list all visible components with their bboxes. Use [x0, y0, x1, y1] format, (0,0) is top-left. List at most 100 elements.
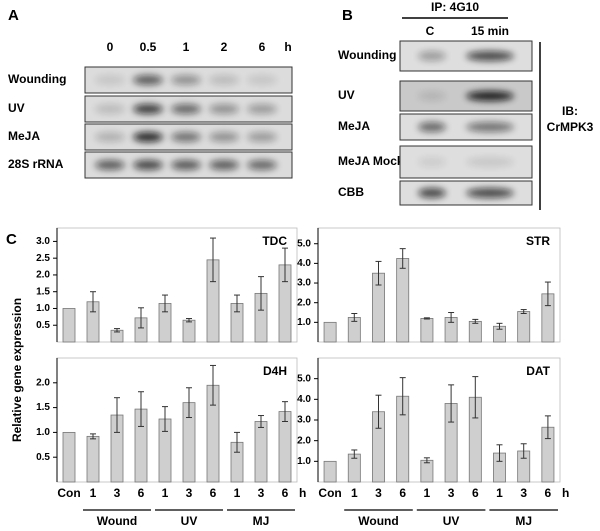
- error-bar: [90, 291, 96, 313]
- panel-label: C: [6, 231, 17, 248]
- y-tick-label: 1.5: [36, 402, 50, 413]
- error-bar: [544, 281, 551, 307]
- lane-label: 15 min: [471, 24, 509, 38]
- bar: [420, 318, 434, 343]
- chart-title: DAT: [526, 364, 550, 378]
- blot-band: [95, 160, 125, 170]
- x-tick-label: Con: [57, 486, 80, 500]
- blot-band: [466, 157, 514, 167]
- error-bar: [258, 415, 264, 428]
- x-tick-label: 1: [351, 486, 358, 500]
- bar: [396, 258, 410, 343]
- error-bar: [234, 294, 240, 313]
- lane-label: 1: [183, 40, 190, 54]
- group-label: Wound: [97, 514, 137, 528]
- blot-band: [247, 132, 277, 142]
- blot-band: [209, 104, 239, 114]
- error-bar: [114, 328, 120, 333]
- x-unit: h: [299, 486, 306, 500]
- x-tick-label: 6: [210, 486, 217, 500]
- chart-title: TDC: [262, 234, 287, 248]
- error-bar: [472, 376, 479, 419]
- error-bar: [234, 431, 240, 453]
- bar: [278, 411, 292, 483]
- bar: [254, 421, 268, 483]
- blot-band: [209, 75, 239, 85]
- x-tick-label: 3: [375, 486, 382, 500]
- x-tick-label: 3: [520, 486, 527, 500]
- blot-band: [466, 122, 514, 132]
- blot-label: CBB: [338, 185, 364, 199]
- bar: [323, 460, 337, 483]
- blot-label: UV: [8, 101, 25, 115]
- error-bar: [448, 312, 455, 323]
- bar: [420, 459, 434, 483]
- error-bar: [138, 391, 144, 427]
- blot-band: [171, 75, 201, 85]
- error-bar: [90, 433, 96, 440]
- error-bar: [375, 260, 382, 286]
- bar: [517, 311, 531, 343]
- blot-band: [209, 132, 239, 142]
- blot-label: MeJA: [338, 119, 370, 133]
- error-bar: [258, 276, 264, 311]
- blot-band: [133, 104, 163, 114]
- blot-band: [209, 160, 239, 170]
- error-bar: [375, 394, 382, 429]
- error-bar: [496, 444, 503, 462]
- blot-band: [171, 160, 201, 170]
- bar: [62, 431, 76, 483]
- y-tick-label: 0.5: [36, 452, 50, 463]
- y-axis-label: Relative gene expression: [10, 298, 24, 442]
- x-tick-label: 3: [114, 486, 121, 500]
- y-tick-label: 1.0: [297, 456, 311, 467]
- error-bar: [186, 387, 192, 419]
- error-bar: [210, 364, 216, 406]
- y-tick-label: 1.0: [36, 303, 50, 314]
- blot-band: [133, 75, 163, 85]
- x-tick-label: 3: [258, 486, 265, 500]
- lane-label: C: [426, 24, 435, 38]
- blot-label: MeJA: [8, 129, 40, 143]
- x-tick-label: 1: [424, 486, 431, 500]
- panel-label: B: [342, 7, 353, 24]
- lane-unit: h: [284, 40, 291, 54]
- chart-title: D4H: [263, 364, 287, 378]
- blot-band: [95, 75, 125, 85]
- error-bar: [186, 318, 192, 323]
- y-tick-label: 2.0: [36, 270, 50, 281]
- y-tick-label: 2.0: [36, 377, 50, 388]
- blot-label: Wounding: [8, 72, 66, 86]
- error-bar: [282, 247, 288, 283]
- group-label: Wound: [358, 514, 398, 528]
- blot-band: [418, 51, 446, 61]
- x-tick-label: 1: [162, 486, 169, 500]
- error-bar: [520, 309, 527, 314]
- y-tick-label: 3.0: [36, 236, 50, 247]
- blot-band: [247, 75, 277, 85]
- error-bar: [282, 401, 288, 422]
- y-tick-label: 3.0: [297, 278, 311, 289]
- x-tick-label: 3: [186, 486, 193, 500]
- y-tick-label: 2.0: [297, 297, 311, 308]
- y-tick-label: 5.0: [297, 373, 311, 384]
- blot-band: [247, 160, 277, 170]
- blot-band: [418, 157, 446, 167]
- blot-band: [418, 91, 446, 101]
- group-label: MJ: [515, 514, 532, 528]
- blot-label: Wounding: [338, 48, 396, 62]
- y-tick-label: 5.0: [297, 238, 311, 249]
- error-bar: [496, 322, 503, 330]
- y-tick-label: 3.0: [297, 415, 311, 426]
- y-tick-label: 1.0: [297, 317, 311, 328]
- blot-label: 28S rRNA: [8, 157, 64, 171]
- blot-label: UV: [338, 88, 355, 102]
- x-tick-label: 6: [138, 486, 145, 500]
- group-label: MJ: [253, 514, 270, 528]
- blot-band: [133, 160, 163, 170]
- ib-label: CrMPK3: [547, 120, 594, 134]
- y-tick-label: 4.0: [297, 258, 311, 269]
- ip-label: IP: 4G10: [431, 0, 479, 14]
- lane-label: 6: [259, 40, 266, 54]
